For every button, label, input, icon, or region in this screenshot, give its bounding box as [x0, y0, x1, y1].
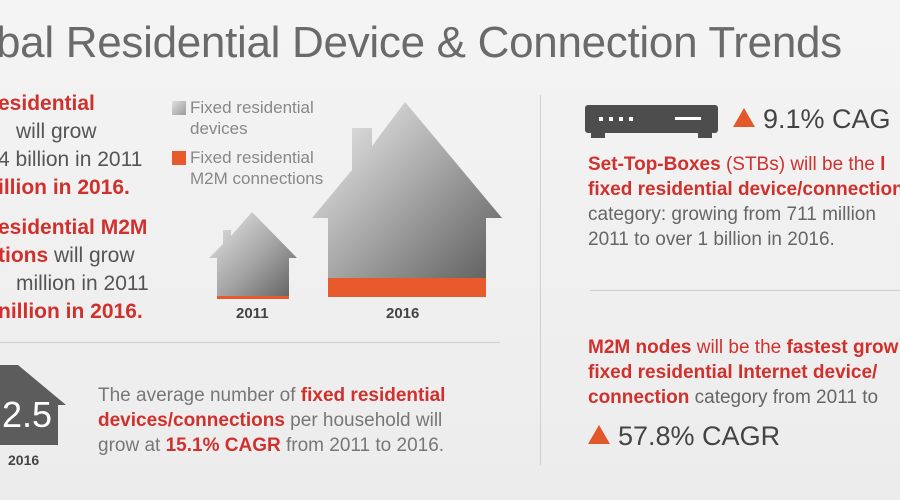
m2m-cagr: 57.8% CAGR	[588, 421, 780, 452]
set-top-box-icon	[585, 105, 718, 138]
legend-swatch-orange	[172, 151, 186, 165]
legend-fixed-devices: Fixed residential devices	[172, 97, 350, 139]
stb-line3: category: growing from 711 million	[588, 204, 876, 225]
m2m-growth-stat: esidential M2M tions will grow million i…	[0, 214, 149, 326]
stat1-line3: 4 billion in 2011	[0, 148, 143, 171]
stb-cagr-value: 9.1% CAG	[763, 104, 891, 134]
stat2-line3: million in 2011	[16, 272, 149, 295]
m2m-line3: connection category from 2011 to	[588, 385, 900, 410]
m2m-line2: fixed residential Internet device/	[588, 362, 878, 383]
left-divider	[0, 342, 500, 343]
household-p2-red: devices/connections	[98, 410, 285, 431]
m2m-cagr-value: 57.8% CAGR	[618, 421, 781, 451]
m2m-paragraph: M2M nodes will be the fastest grow fixed…	[588, 335, 900, 410]
stb-line4: 2011 to over 1 billion in 2016.	[588, 229, 835, 250]
household-paragraph: The average number of fixed residential …	[98, 383, 478, 458]
stb-line1: Set-Top-Boxes (STBs) will be the l	[588, 152, 900, 177]
stat2-line2-rest: will grow	[48, 244, 135, 267]
legend-m2m: Fixed residential M2M connections	[172, 147, 325, 189]
m2m-l3-rest: category from 2011 to	[689, 387, 879, 408]
legend-swatch-gray	[172, 101, 186, 115]
stb-l1-end: l	[880, 154, 886, 175]
household-p3b: from 2011 to 2016.	[280, 435, 445, 456]
household-p1: The average number of	[98, 385, 301, 406]
household-year: 2016	[8, 452, 40, 468]
household-line1: The average number of fixed residential	[98, 383, 478, 408]
m2m-line1: M2M nodes will be the fastest grow	[588, 335, 900, 360]
stat1-line1: esidential	[0, 92, 95, 115]
stat1-line4: illion in 2016.	[0, 176, 130, 199]
house-2016-icon	[312, 102, 502, 297]
legend-m2m-label: Fixed residential M2M connections	[190, 148, 324, 188]
stat2-line1: esidential M2M	[0, 216, 148, 239]
page-title: bal Residential Device & Connection Tren…	[0, 18, 842, 67]
stat2-line4: nillion in 2016.	[0, 300, 143, 323]
devices-growth-stat: esidential will grow 4 billion in 2011 i…	[0, 90, 142, 202]
m2m-l1-mid: will be the	[691, 337, 787, 358]
stb-l1-red: Set-Top-Boxes	[588, 154, 721, 175]
up-triangle-icon	[733, 108, 755, 127]
stb-cagr: 9.1% CAG	[733, 104, 891, 135]
stb-line2: fixed residential device/connection	[588, 179, 900, 200]
household-p2: per household will	[284, 410, 443, 431]
household-badge-icon	[0, 365, 66, 445]
year-2016-label: 2016	[386, 305, 420, 322]
household-p1-red: fixed residential	[300, 385, 446, 406]
up-triangle-icon	[588, 425, 610, 444]
stat1-line2: will grow	[16, 120, 97, 143]
year-2011-label: 2011	[236, 305, 269, 322]
m2m-l3-red: connection	[588, 387, 690, 408]
household-p3-red: 15.1% CAGR	[165, 435, 281, 456]
stb-paragraph: Set-Top-Boxes (STBs) will be the l fixed…	[588, 152, 900, 252]
m2m-l1-end: fastest grow	[786, 337, 899, 358]
household-line2: devices/connections per household will	[98, 408, 478, 433]
house-2011-icon	[209, 212, 297, 299]
stat2-line2-red: tions	[0, 244, 49, 267]
legend-fixed-devices-label: Fixed residential devices	[190, 98, 314, 138]
right-divider	[590, 290, 900, 291]
stat2-line2: tions will grow	[0, 242, 149, 270]
household-p3: grow at	[98, 435, 166, 456]
household-value: 2.5	[2, 394, 53, 435]
household-line3: grow at 15.1% CAGR from 2011 to 2016.	[98, 433, 478, 458]
stb-l1-mid: (STBs) will be the	[720, 154, 881, 175]
center-divider	[540, 95, 541, 465]
m2m-l1-red: M2M nodes	[588, 337, 692, 358]
